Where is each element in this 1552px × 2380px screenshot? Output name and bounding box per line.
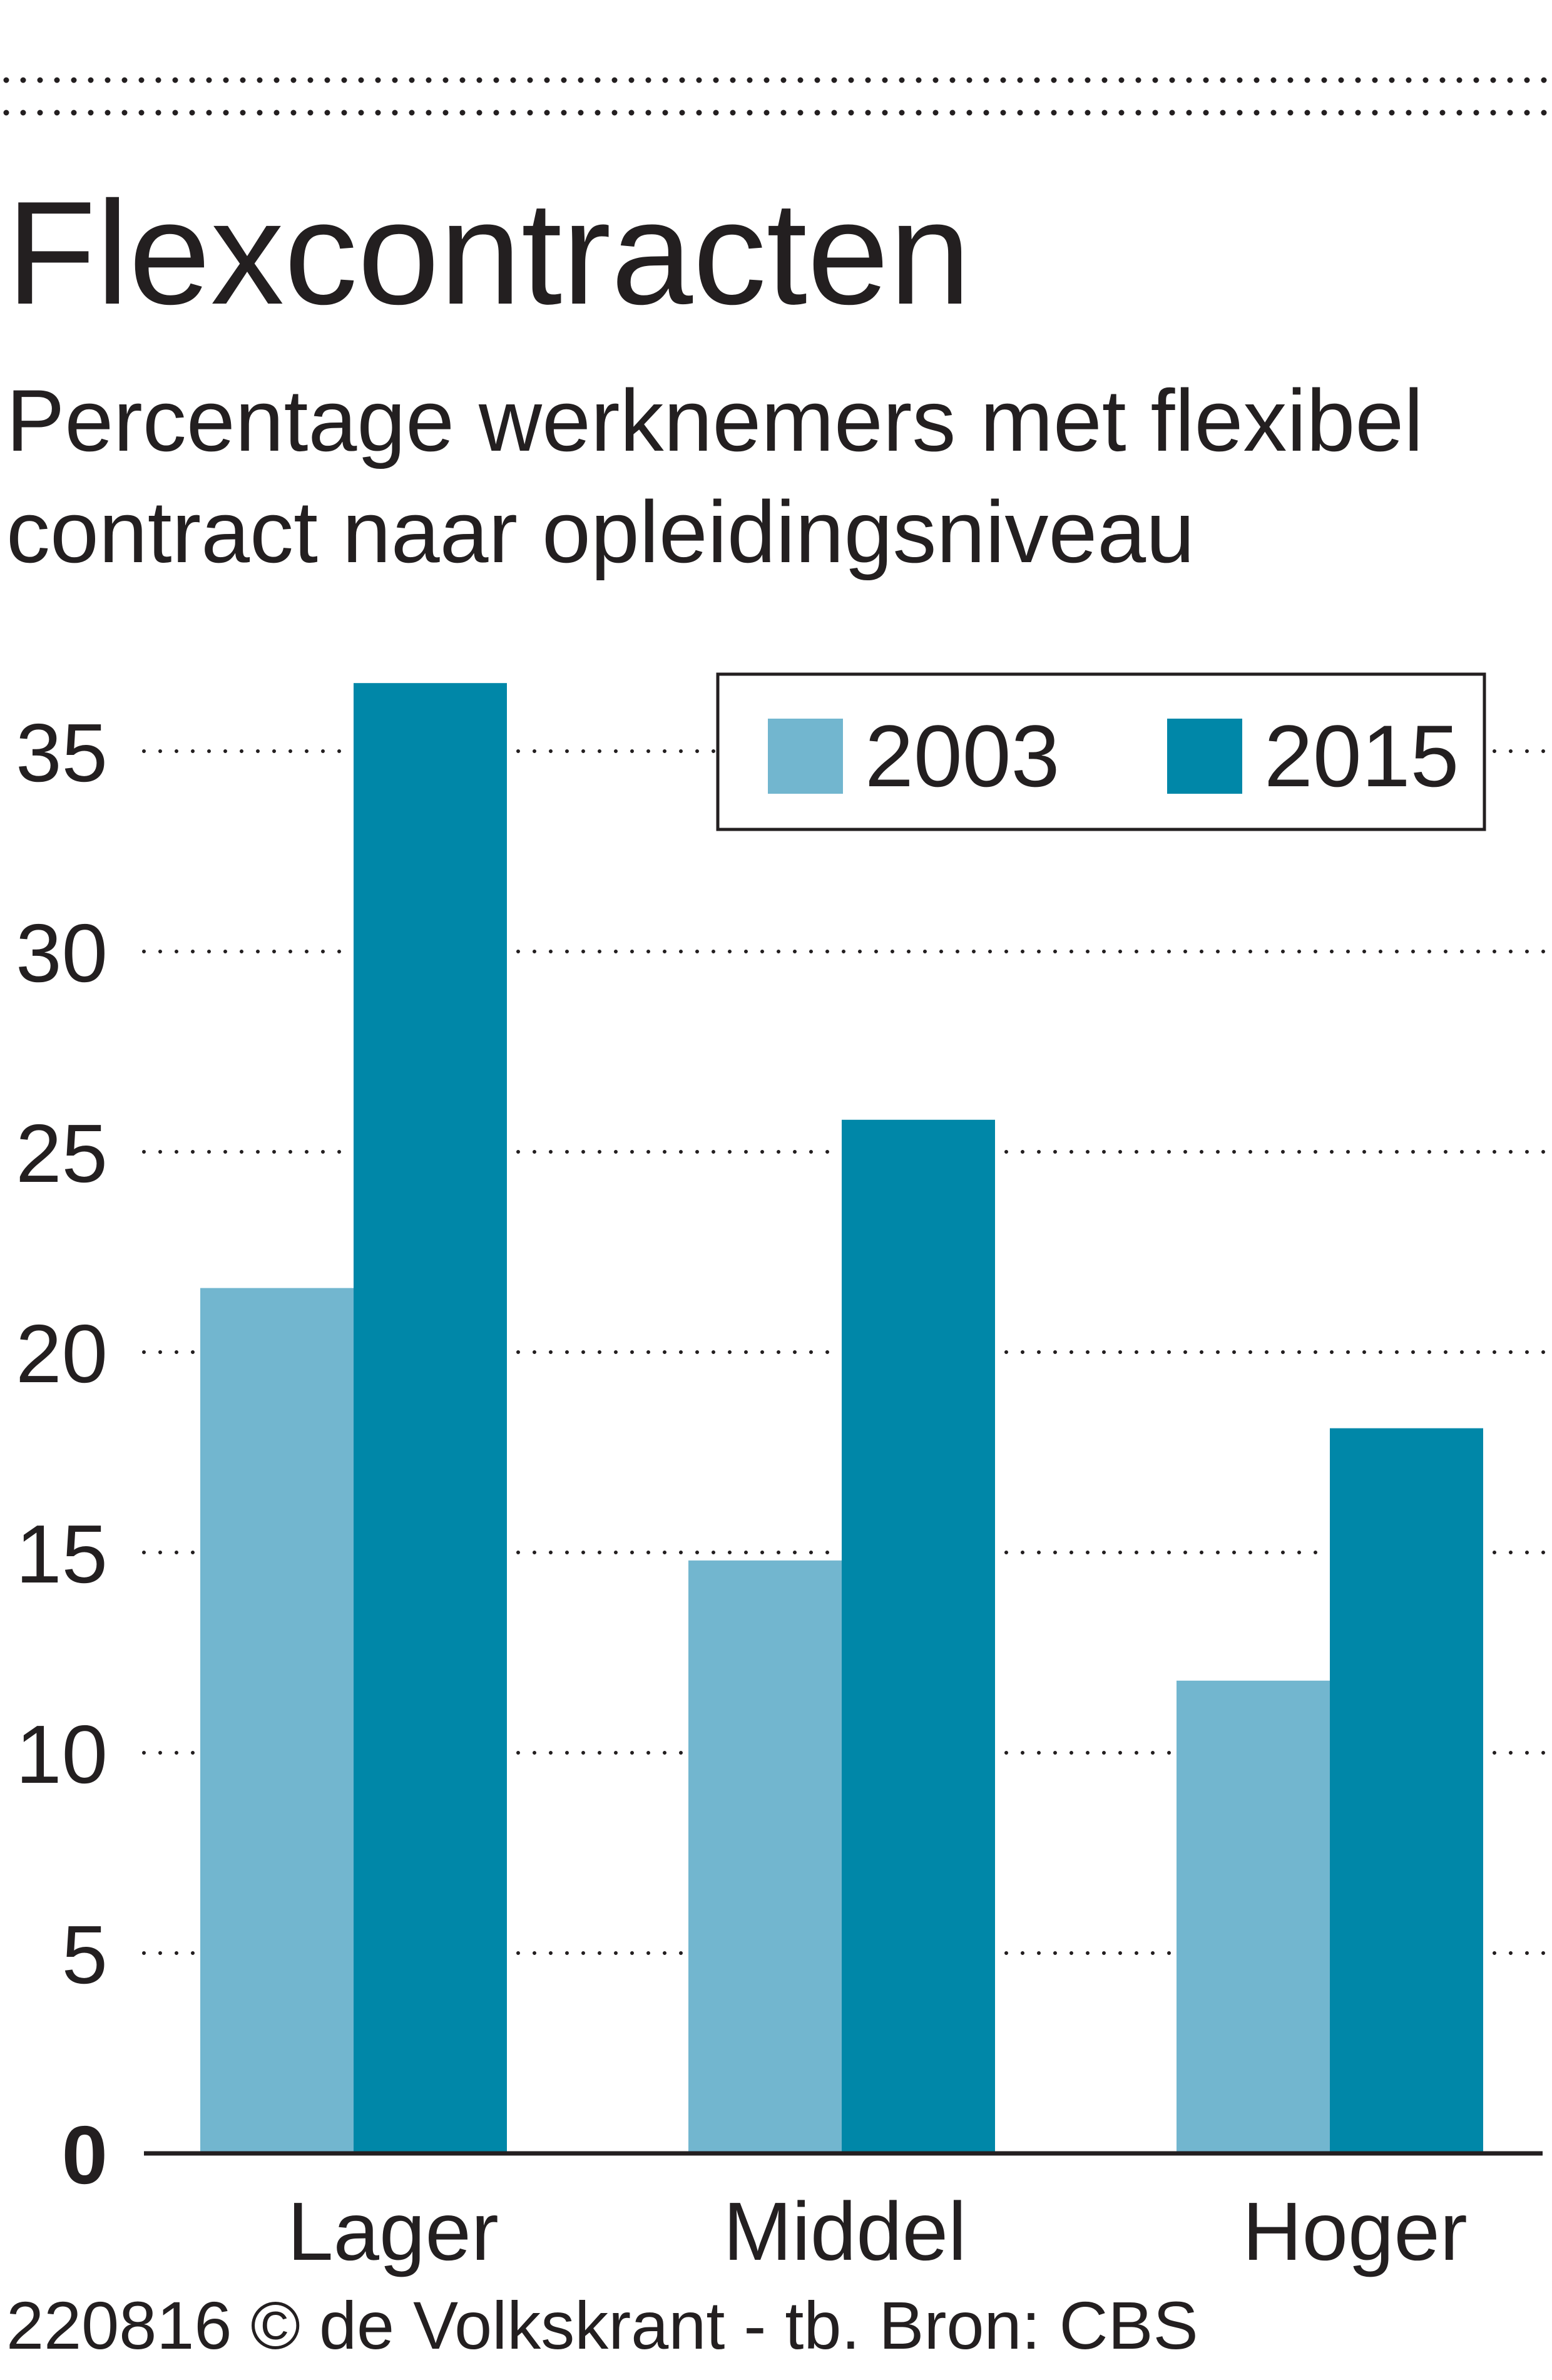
- bar-hoger-2003: [1177, 1680, 1330, 2153]
- x-tick-label-hoger: Hoger: [1242, 2185, 1468, 2277]
- x-tick-label-lager: Lager: [287, 2185, 499, 2277]
- y-tick-label-25: 25: [16, 1107, 108, 1199]
- bars: [200, 683, 1483, 2153]
- legend-box: [716, 672, 1486, 831]
- y-axis-ticks: 0 5 10 15 20 25 30 35: [16, 707, 108, 2201]
- chart-title: Flexcontracten: [6, 170, 971, 335]
- chart-subtitle-line-2: contract naar opleidingsniveau: [6, 483, 1195, 581]
- bar-lager-2015: [354, 683, 507, 2153]
- x-axis-labels: Lager Middel Hoger: [287, 2185, 1468, 2277]
- x-tick-label-middel: Middel: [723, 2185, 967, 2277]
- bar-lager-2003: [200, 1288, 354, 2153]
- top-dotted-separator: [3, 77, 1549, 116]
- legend-swatch-2015: [1167, 719, 1242, 794]
- y-tick-label-20: 20: [16, 1308, 108, 1400]
- legend-label-2015: 2015: [1264, 707, 1459, 805]
- source-credit: 220816 © de Volkskrant - tb. Bron: CBS: [6, 2287, 1198, 2363]
- y-tick-label-10: 10: [16, 1708, 108, 1800]
- bar-middel-2003: [688, 1560, 842, 2153]
- legend-label-2003: 2003: [865, 707, 1059, 805]
- y-tick-label-0: 0: [62, 2109, 108, 2201]
- y-tick-label-30: 30: [16, 907, 108, 999]
- bar-hoger-2015: [1330, 1428, 1483, 2153]
- y-tick-label-35: 35: [16, 707, 108, 799]
- y-tick-label-15: 15: [16, 1508, 108, 1600]
- y-tick-label-5: 5: [62, 1909, 108, 2001]
- legend-swatch-2003: [768, 719, 843, 794]
- chart-subtitle-line-1: Percentage werknemers met flexibel: [6, 371, 1423, 469]
- legend: 2003 2015: [716, 672, 1486, 831]
- bar-middel-2015: [842, 1119, 995, 2153]
